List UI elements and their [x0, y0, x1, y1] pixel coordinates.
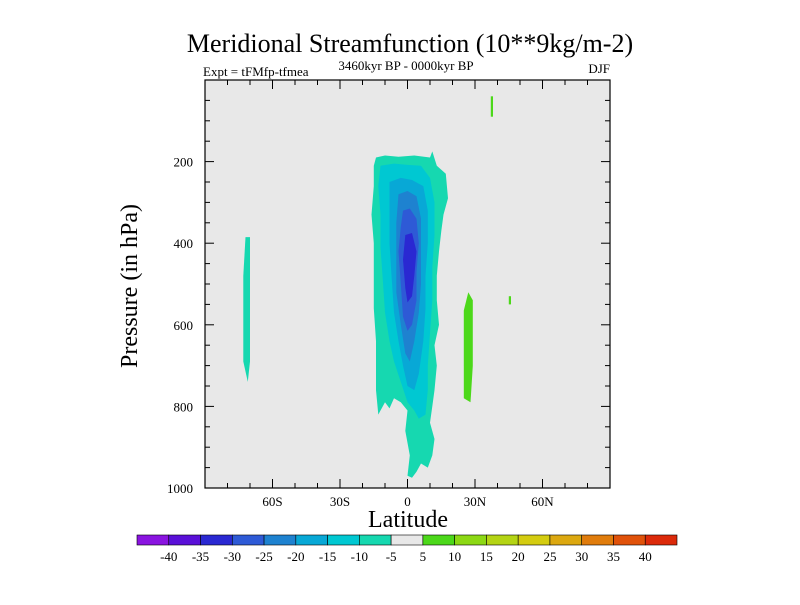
x-tick-label: 30S [330, 494, 350, 509]
y-tick-label: 200 [174, 155, 194, 170]
experiment-label: Expt = tFMfp-tfmea [203, 64, 309, 79]
colorbar-label: -30 [224, 549, 241, 564]
x-axis-label: Latitude [368, 507, 448, 533]
season-label: DJF [588, 61, 610, 76]
colorbar-label: -35 [192, 549, 209, 564]
period-label: 3460kyr BP - 0000kyr BP [338, 58, 473, 73]
y-tick-label: 400 [174, 236, 194, 251]
x-tick-label: 0 [404, 494, 411, 509]
colorbar-swatch [549, 534, 583, 546]
y-tick-label: 1000 [167, 481, 193, 496]
colorbar-swatch [644, 534, 678, 546]
colorbar-label: 40 [639, 549, 652, 564]
contour-fill-group [243, 96, 511, 478]
chart-title: Meridional Streamfunction (10**9kg/m-2) [187, 29, 633, 58]
y-tick-label: 600 [174, 318, 194, 333]
colorbar-label: 20 [512, 549, 525, 564]
colorbar-swatch [390, 534, 424, 546]
x-tick-label: 60N [531, 494, 554, 509]
axis-tick-labels: 60S 30S 0 30N 60N 200 400 600 800 1000 [167, 155, 554, 509]
contour-region-main-cell-35 [403, 233, 417, 303]
contour-region-top-sliver-5 [490, 96, 493, 117]
colorbar-swatch [136, 534, 170, 546]
colorbar: -40 -35 -30 -25 -20 -15 -10 -5 5 10 15 20 25 30 35 40 [136, 534, 678, 564]
colorbar-label: 35 [607, 549, 620, 564]
colorbar-label: -5 [386, 549, 397, 564]
axis-ticks [205, 80, 610, 489]
colorbar-label: -15 [319, 549, 336, 564]
colorbar-swatch [263, 534, 297, 546]
colorbar-swatch [581, 534, 614, 546]
colorbar-label: -20 [287, 549, 304, 564]
x-tick-label: 60S [262, 494, 282, 509]
colorbar-label: 5 [420, 549, 427, 564]
colorbar-label: 15 [480, 549, 493, 564]
colorbar-swatch [295, 534, 328, 546]
colorbar-label: 10 [448, 549, 461, 564]
x-tick-label: 30N [464, 494, 487, 509]
y-tick-label: 800 [174, 399, 194, 414]
colorbar-label: 25 [543, 549, 556, 564]
colorbar-swatch [486, 534, 519, 546]
colorbar-swatch [422, 534, 455, 546]
contour-region-left-strip-10 [243, 237, 250, 382]
colorbar-label: -10 [351, 549, 368, 564]
colorbar-swatch [613, 534, 646, 546]
contour-region-right-strip-5 [463, 292, 473, 403]
colorbar-swatch [231, 534, 265, 546]
colorbar-label: -40 [160, 549, 177, 564]
colorbar-swatch [168, 534, 201, 546]
colorbar-swatch [454, 534, 487, 546]
colorbar-label: -25 [255, 549, 272, 564]
y-axis-label: Pressure (in hPa) [117, 204, 143, 368]
colorbar-swatch [327, 534, 360, 546]
colorbar-swatch [517, 534, 551, 546]
colorbar-swatch [359, 534, 392, 546]
contour-region-small-sliver-5 [508, 296, 511, 305]
colorbar-swatch [200, 534, 233, 546]
colorbar-label: 30 [575, 549, 588, 564]
